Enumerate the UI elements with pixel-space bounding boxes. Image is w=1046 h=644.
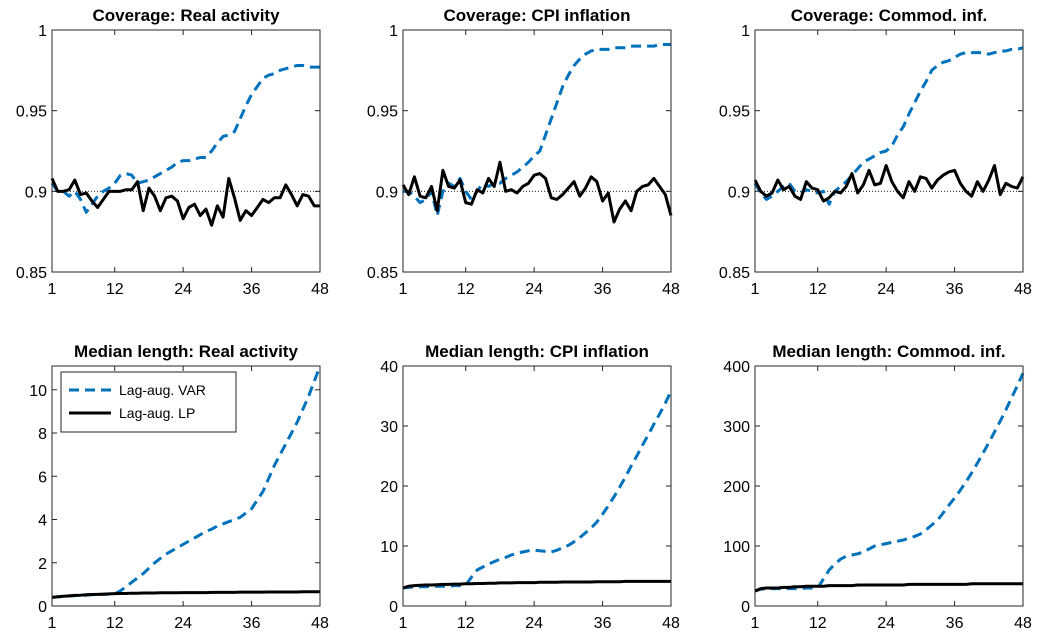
y-tick-label: 0.9 bbox=[376, 184, 398, 201]
x-tick-label: 48 bbox=[311, 281, 329, 298]
x-tick-label: 36 bbox=[946, 281, 964, 298]
y-tick-label: 0 bbox=[741, 599, 750, 616]
panel: Coverage: Commod. inf. 0.85 0.9 0.95 1 1 12 24 3… bbox=[719, 6, 1032, 298]
panel: Coverage: CPI inflation 0.85 0.9 0.95 1 1 12 24… bbox=[367, 6, 680, 298]
y-tick-label: 10 bbox=[380, 539, 398, 556]
x-tick-label: 48 bbox=[1014, 281, 1032, 298]
y-tick-label: 1 bbox=[38, 23, 47, 40]
x-tick-label: 12 bbox=[106, 281, 124, 298]
y-tick-label: 4 bbox=[38, 513, 47, 530]
x-tick-label: 48 bbox=[662, 281, 680, 298]
x-tick-label: 36 bbox=[594, 281, 612, 298]
y-tick-label: 0.85 bbox=[16, 265, 47, 282]
axes-background bbox=[403, 366, 671, 606]
x-tick-label: 12 bbox=[809, 615, 827, 632]
x-tick-label: 48 bbox=[662, 615, 680, 632]
series-line bbox=[51, 590, 320, 599]
y-tick-label: 0 bbox=[389, 599, 398, 616]
y-tick-label: 6 bbox=[38, 469, 47, 486]
x-tick-label: 24 bbox=[174, 615, 192, 632]
x-tick-label: 12 bbox=[457, 615, 475, 632]
y-tick-label: 100 bbox=[723, 539, 750, 556]
x-tick-label: 24 bbox=[525, 615, 543, 632]
x-tick-label: 24 bbox=[877, 281, 895, 298]
x-tick-label: 12 bbox=[457, 281, 475, 298]
axes-box bbox=[51, 365, 321, 607]
y-tick-label: 0 bbox=[38, 599, 47, 616]
series-line bbox=[401, 160, 673, 224]
y-tick-label: 8 bbox=[38, 426, 47, 443]
y-tick-label: 40 bbox=[380, 359, 398, 376]
series-line bbox=[754, 582, 1023, 593]
y-tick-label: 0.95 bbox=[719, 104, 750, 121]
x-tick-label: 1 bbox=[751, 615, 760, 632]
y-tick-label: 1 bbox=[741, 23, 750, 40]
y-tick-label: 200 bbox=[723, 479, 750, 496]
panel: Coverage: Real activity 0.85 0.9 0.95 1 1 12 24… bbox=[16, 6, 329, 298]
axes-box bbox=[402, 365, 672, 607]
x-tick-label: 36 bbox=[946, 615, 964, 632]
y-tick-label: 1 bbox=[389, 23, 398, 40]
y-tick-label: 30 bbox=[380, 419, 398, 436]
y-tick-label: 2 bbox=[38, 556, 47, 573]
panel: Median length: Commod. inf. 0 100 200 300 400… bbox=[723, 342, 1032, 632]
x-tick-label: 48 bbox=[311, 615, 329, 632]
x-tick-label: 48 bbox=[1014, 615, 1032, 632]
series-line bbox=[753, 164, 1025, 203]
y-tick-label: 0.9 bbox=[728, 184, 750, 201]
x-tick-label: 24 bbox=[174, 281, 192, 298]
y-tick-label: 0.95 bbox=[367, 104, 398, 121]
series-line bbox=[754, 372, 1025, 593]
series-line bbox=[50, 63, 320, 214]
axes-background bbox=[403, 30, 671, 272]
legend-label: Lag-aug. VAR bbox=[119, 382, 206, 398]
y-tick-label: 0.85 bbox=[367, 265, 398, 282]
series-line bbox=[402, 390, 673, 590]
x-tick-label: 1 bbox=[48, 281, 57, 298]
axes-background bbox=[755, 30, 1023, 272]
legend-label: Lag-aug. LP bbox=[119, 405, 195, 421]
x-tick-label: 1 bbox=[751, 281, 760, 298]
series-line bbox=[50, 176, 320, 227]
panel-title: Median length: CPI inflation bbox=[425, 342, 649, 361]
y-tick-label: 300 bbox=[723, 419, 750, 436]
y-tick-label: 0.9 bbox=[25, 184, 47, 201]
y-tick-label: 0.85 bbox=[719, 265, 750, 282]
x-tick-label: 12 bbox=[106, 615, 124, 632]
legend-box bbox=[60, 371, 237, 433]
panel-title: Median length: Commod. inf. bbox=[772, 342, 1005, 361]
panel-title: Coverage: CPI inflation bbox=[443, 6, 630, 25]
x-tick-label: 1 bbox=[399, 615, 408, 632]
x-tick-label: 36 bbox=[243, 281, 261, 298]
axes-box bbox=[754, 365, 1024, 607]
panel-title: Median length: Real activity bbox=[74, 342, 298, 361]
x-tick-label: 1 bbox=[399, 281, 408, 298]
panel-title: Coverage: Real activity bbox=[92, 6, 280, 25]
y-tick-label: 10 bbox=[29, 383, 47, 400]
axes-background bbox=[755, 366, 1023, 606]
axes-box bbox=[402, 29, 672, 273]
x-tick-label: 12 bbox=[809, 281, 827, 298]
panel: Median length: CPI inflation 0 10 20 30 40 1 12… bbox=[380, 342, 680, 632]
series-line bbox=[402, 579, 671, 590]
x-tick-label: 36 bbox=[243, 615, 261, 632]
x-tick-label: 1 bbox=[48, 615, 57, 632]
legend: Lag-aug. VAR Lag-aug. LP bbox=[60, 371, 237, 433]
y-tick-label: 20 bbox=[380, 479, 398, 496]
panel-title: Coverage: Commod. inf. bbox=[791, 6, 987, 25]
x-tick-label: 36 bbox=[594, 615, 612, 632]
axes-box bbox=[754, 29, 1024, 273]
series-line bbox=[51, 365, 322, 599]
axes-box bbox=[51, 29, 321, 273]
y-tick-label: 0.95 bbox=[16, 104, 47, 121]
x-tick-label: 24 bbox=[877, 615, 895, 632]
series-line bbox=[753, 46, 1024, 206]
y-tick-label: 400 bbox=[723, 359, 750, 376]
x-tick-label: 24 bbox=[525, 281, 543, 298]
axes-background bbox=[52, 30, 320, 272]
